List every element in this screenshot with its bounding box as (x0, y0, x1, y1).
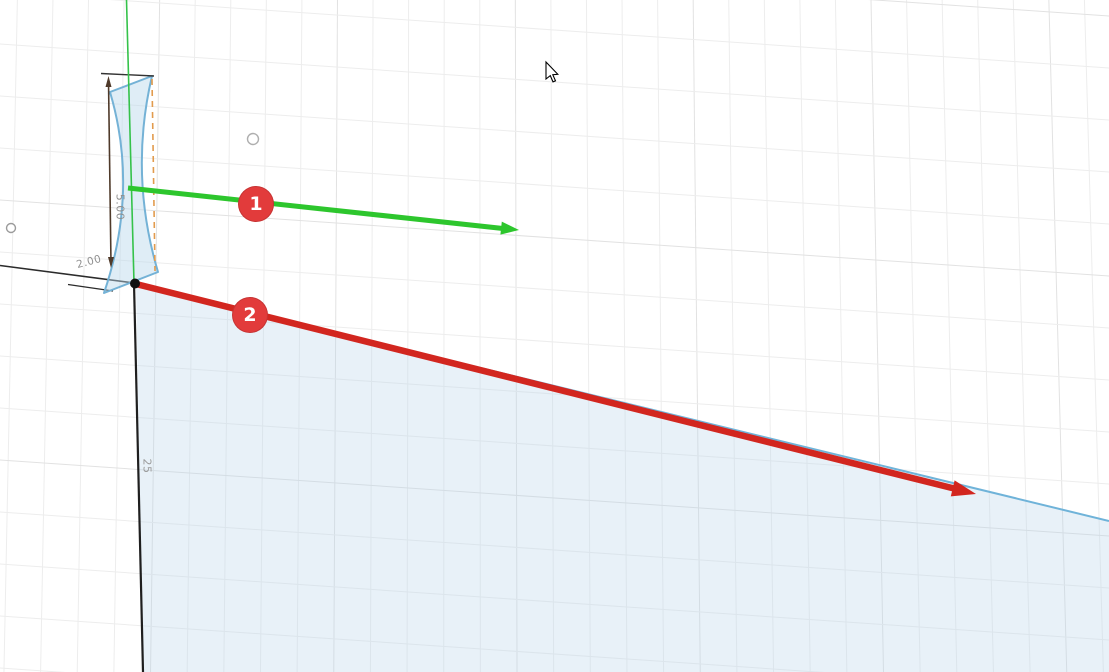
annotation-arrow-2 (135, 280, 976, 497)
dimension-line-vertical[interactable] (107, 79, 112, 265)
annotation-arrow-1 (127, 185, 519, 235)
annotation-badge-1: 1 (238, 186, 274, 222)
dimension-label-ground-length[interactable]: 25 (140, 458, 154, 474)
dimension-arrow-down-icon (108, 257, 114, 268)
dimension-tick-top (100, 72, 155, 77)
sketch-origin-point[interactable] (130, 278, 140, 289)
dimension-label-lens-height[interactable]: 5.00 (113, 193, 127, 221)
sketch-point-upper[interactable] (246, 132, 260, 146)
construction-line[interactable] (151, 78, 156, 272)
dimension-arrow-up-icon (105, 76, 112, 87)
y-axis-line[interactable] (125, 0, 135, 284)
sketch-region-fill[interactable] (136, 284, 1109, 672)
sketch-line-ground-vertical[interactable] (132, 282, 145, 672)
mouse-cursor-icon (545, 60, 559, 83)
sketch-point-left[interactable] (5, 222, 17, 234)
sketch-line-ground-left[interactable] (0, 264, 135, 284)
annotation-badge-2: 2 (232, 297, 268, 333)
